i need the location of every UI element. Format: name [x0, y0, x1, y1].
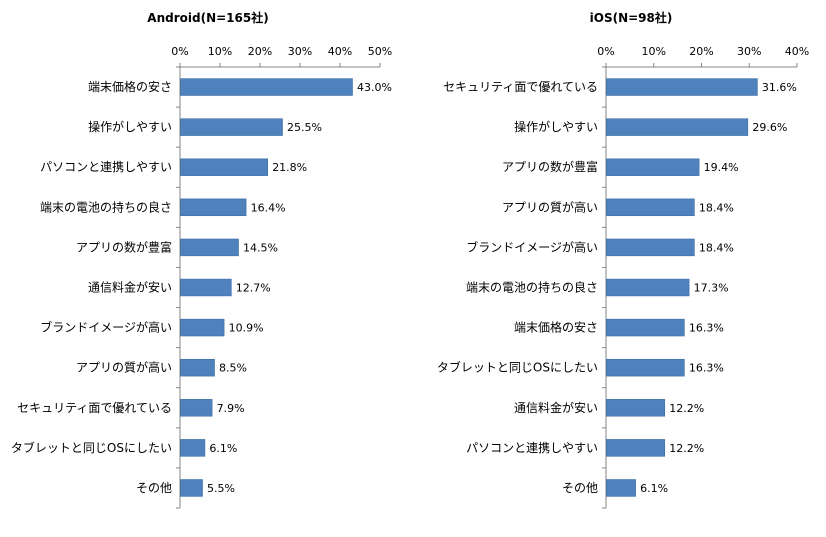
- ios-x-tick-label: 40%: [785, 45, 809, 58]
- ios-category-label: パソコンと連携しやすい: [466, 440, 598, 455]
- ios-category-label: 操作がしやすい: [514, 119, 598, 134]
- android-bar: [180, 158, 268, 176]
- android-value-label: 43.0%: [357, 81, 392, 94]
- android-bar: [180, 198, 247, 217]
- android-category-label: セキュリティ面で優れている: [17, 401, 172, 415]
- android-bar: [180, 479, 203, 497]
- android-bar: [180, 278, 232, 297]
- ios-category-label: アプリの質が高い: [502, 199, 598, 214]
- ios-x-tick-label: 30%: [737, 45, 761, 58]
- android-category-label: 端末価格の安さ: [88, 79, 172, 94]
- ios-category-label: セキュリティ面で優れている: [443, 80, 598, 94]
- ios-value-label: 12.2%: [669, 402, 704, 415]
- android-value-label: 5.5%: [207, 482, 235, 495]
- android-value-label: 10.9%: [229, 322, 264, 335]
- ios-value-label: 16.3%: [689, 362, 724, 375]
- android-x-tick-label: 40%: [328, 45, 352, 58]
- android-value-label: 14.5%: [243, 241, 278, 254]
- android-bar: [180, 318, 225, 337]
- android-category-label: その他: [136, 481, 172, 495]
- android-category-label: ブランドイメージが高い: [40, 320, 172, 335]
- android-category-label: アプリの数が豊富: [76, 239, 172, 254]
- android-bar: [180, 238, 239, 257]
- android-category-label: 端末の電池の持ちの良さ: [40, 199, 172, 214]
- ios-bar: [606, 278, 690, 297]
- ios-value-label: 16.3%: [689, 322, 724, 335]
- android-bar: [180, 358, 215, 377]
- ios-bar: [606, 238, 695, 257]
- android-category-label: パソコンと連携しやすい: [40, 159, 172, 174]
- android-category-label: 通信料金が安い: [88, 280, 172, 295]
- android-value-label: 7.9%: [217, 402, 245, 415]
- ios-value-label: 29.6%: [752, 121, 787, 134]
- android-bar: [180, 118, 283, 136]
- ios-value-label: 18.4%: [699, 201, 734, 214]
- ios-x-tick-label: 10%: [642, 45, 666, 58]
- android-chart-title: Android(N=165社): [147, 11, 269, 25]
- ios-x-tick-label: 0%: [597, 45, 614, 58]
- ios-value-label: 12.2%: [669, 442, 704, 455]
- ios-bar: [606, 439, 666, 457]
- ios-value-label: 31.6%: [762, 81, 797, 94]
- ios-chart-title: iOS(N=98社): [589, 11, 673, 25]
- ios-bar: [606, 358, 685, 377]
- ios-category-label: その他: [562, 481, 598, 495]
- ios-category-label: アプリの数が豊富: [502, 159, 598, 174]
- ios-category-label: 端末価格の安さ: [514, 320, 598, 335]
- ios-value-label: 17.3%: [694, 282, 729, 295]
- android-value-label: 25.5%: [287, 121, 322, 134]
- android-bar: [180, 439, 206, 457]
- android-category-label: アプリの質が高い: [76, 360, 172, 375]
- ios-category-label: 通信料金が安い: [514, 400, 598, 415]
- ios-bar: [606, 118, 749, 136]
- ios-bar: [606, 318, 685, 337]
- android-x-tick-label: 20%: [248, 45, 272, 58]
- android-x-tick-label: 50%: [368, 45, 392, 58]
- ios-x-tick-label: 20%: [689, 45, 713, 58]
- ios-value-label: 6.1%: [640, 482, 668, 495]
- android-x-tick-label: 0%: [171, 45, 188, 58]
- ios-bar: [606, 158, 700, 176]
- android-chart-panel: Android(N=165社) 0% 10% 20% 30% 40% 50% 端末価格の安さ…: [0, 0, 413, 533]
- android-bar: [180, 78, 353, 96]
- android-value-label: 16.4%: [251, 201, 286, 214]
- android-category-label: 操作がしやすい: [88, 119, 172, 134]
- android-value-label: 8.5%: [219, 362, 247, 375]
- android-value-label: 21.8%: [272, 161, 307, 174]
- ios-value-label: 18.4%: [699, 241, 734, 254]
- ios-bar: [606, 78, 758, 96]
- android-bar-chart: 0% 10% 20% 30% 40% 50% 端末価格の安さ 43.0% 操作がしやすい 25.5…: [11, 45, 392, 509]
- android-category-label: タブレットと同じOSにしたい: [11, 440, 172, 455]
- ios-category-label: ブランドイメージが高い: [466, 239, 598, 254]
- ios-value-label: 19.4%: [704, 161, 739, 174]
- ios-bar: [606, 399, 666, 417]
- android-x-tick-label: 30%: [288, 45, 312, 58]
- ios-chart-panel: iOS(N=98社) 0% 10% 20% 30% 40% セキュリティ面で優れている 31…: [413, 0, 826, 533]
- android-x-tick-label: 10%: [208, 45, 232, 58]
- android-value-label: 12.7%: [236, 282, 271, 295]
- android-bar: [180, 399, 213, 417]
- ios-category-label: 端末の電池の持ちの良さ: [466, 280, 598, 295]
- ios-bar: [606, 198, 695, 217]
- android-value-label: 6.1%: [209, 442, 237, 455]
- ios-bar: [606, 479, 636, 497]
- ios-category-label: タブレットと同じOSにしたい: [437, 360, 598, 375]
- ios-bar-chart: 0% 10% 20% 30% 40% セキュリティ面で優れている 31.6% 操作がしやすい 2…: [437, 45, 809, 509]
